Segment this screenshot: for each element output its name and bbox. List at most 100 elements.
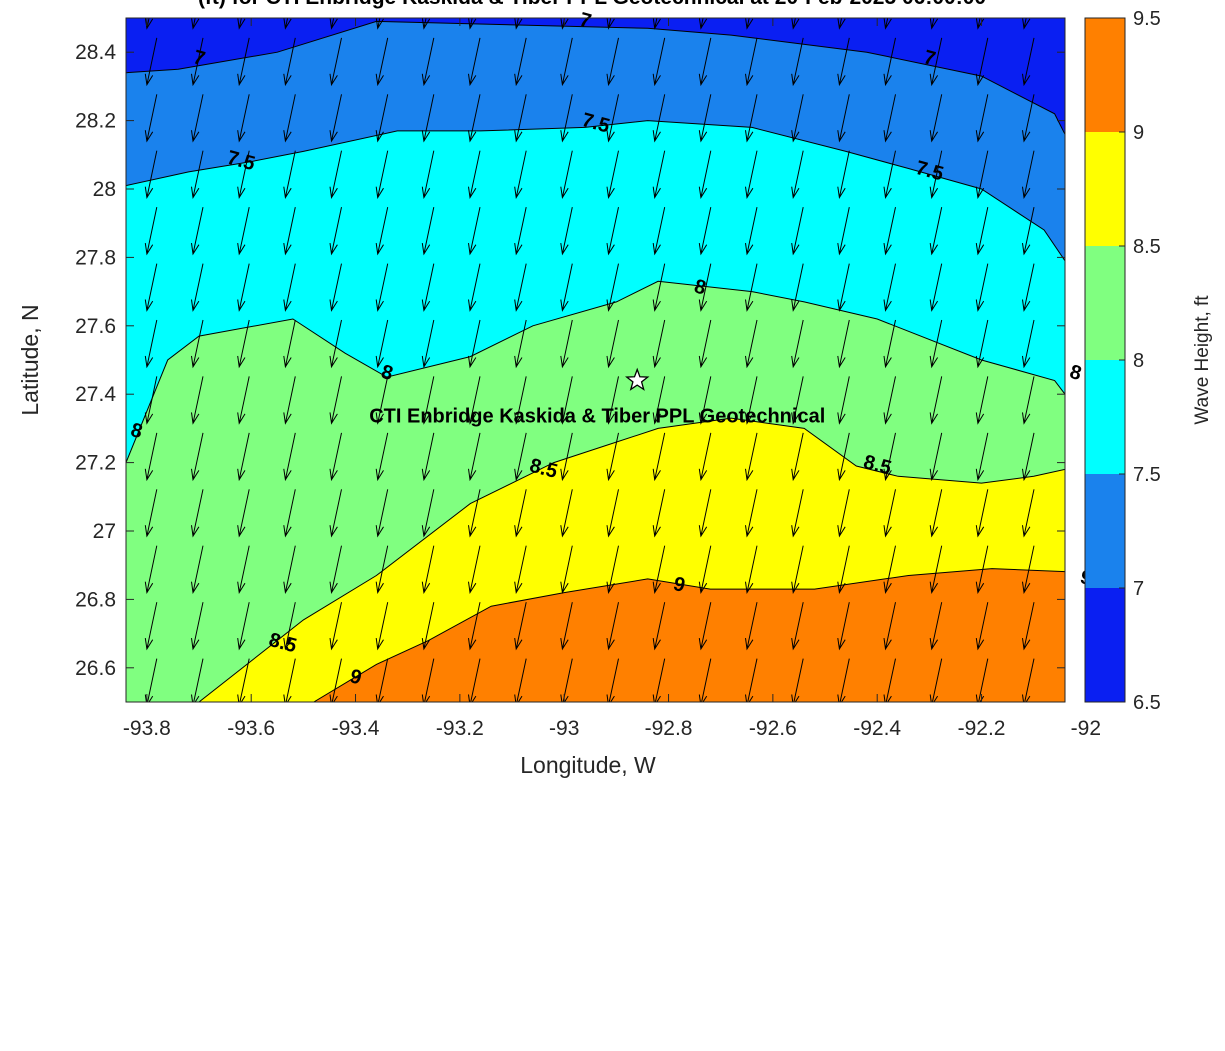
- wave-vector-arrow: [191, 319, 204, 369]
- wave-vector-arrow: [468, 545, 481, 595]
- wave-vector-arrow: [191, 263, 204, 312]
- wave-vector-arrow: [375, 94, 389, 143]
- wave-vector-arrow: [191, 658, 204, 702]
- y-tick-label: 28: [93, 178, 116, 201]
- wave-vector-arrow: [514, 376, 527, 425]
- colorbar-label: Wave Height, ft: [1192, 295, 1213, 425]
- wave-vector-arrow: [606, 94, 619, 143]
- colorbar-swatch: [1085, 360, 1125, 474]
- wave-vector-arrow: [791, 37, 804, 87]
- wave-vector-arrow: [975, 545, 989, 595]
- wave-vector-arrow: [237, 150, 250, 200]
- wave-vector-arrow: [421, 206, 435, 256]
- wave-vector-arrow: [560, 602, 573, 651]
- wave-vector-arrow: [421, 432, 435, 482]
- wave-vector-arrow: [514, 319, 527, 369]
- wave-vector-arrow: [375, 37, 389, 87]
- colorbar-tick-label: 9.5: [1133, 8, 1161, 30]
- wave-vector-arrow: [1069, 207, 1081, 254]
- y-axis: 26.6 26.8 27 27.2 27.4 27.6 27.8 28 28.2 28.4: [75, 41, 1065, 680]
- y-tick-label: 27.4: [75, 383, 116, 406]
- wave-vector-arrow: [1069, 94, 1081, 141]
- wave-vector-arrow: [1069, 38, 1081, 85]
- contour-line: [313, 568, 1065, 702]
- wave-vector-arrow: [421, 94, 435, 143]
- wave-vector-arrow: [652, 602, 666, 651]
- wave-vector-arrow: [514, 18, 523, 30]
- wave-vector-arrow: [1022, 376, 1035, 425]
- wave-vector-arrow: [514, 206, 527, 256]
- wave-vector-arrow: [606, 489, 619, 538]
- contour-level-label: 9: [671, 573, 687, 597]
- wave-vector-arrow: [375, 489, 389, 538]
- wave-vector-arrow: [283, 658, 296, 702]
- wave-vector-arrow: [791, 319, 804, 369]
- wave-vector-arrow: [468, 150, 481, 200]
- wave-vector-arrow: [375, 18, 384, 30]
- wave-vector-arrow: [606, 658, 619, 702]
- wave-vector-arrow: [514, 658, 527, 702]
- y-tick-label: 27.8: [75, 246, 116, 269]
- wave-vector-arrow: [791, 206, 804, 256]
- wave-vector-arrow: [929, 37, 943, 87]
- wave-vector-arrow: [329, 658, 342, 702]
- wave-vector-arrow: [283, 94, 296, 143]
- wave-vector-arrow: [421, 658, 435, 702]
- wave-vector-arrow: [698, 432, 712, 482]
- wave-vector-arrow: [283, 150, 296, 200]
- colorbar-tick-label: 8.5: [1133, 236, 1161, 258]
- wave-vector-arrow: [283, 263, 296, 312]
- wave-vector-arrow: [975, 37, 989, 87]
- wave-vector-arrow: [837, 432, 850, 482]
- wave-vector-arrow: [745, 150, 758, 200]
- wave-vector-arrow: [375, 150, 389, 200]
- wave-vector-arrow: [144, 545, 158, 595]
- wave-vector-arrow: [837, 489, 850, 538]
- contour-level-label: 9: [347, 665, 363, 689]
- wave-vector-arrow: [652, 37, 666, 87]
- y-tick-label: 27.2: [75, 452, 116, 475]
- contour-level-label: 7: [577, 9, 593, 33]
- wave-vector-arrow: [1022, 432, 1035, 482]
- wave-vector-arrow: [745, 263, 758, 312]
- wave-vector-arrow: [698, 18, 708, 30]
- wave-vector-arrow: [191, 545, 204, 595]
- wave-vector-arrow: [837, 18, 846, 30]
- wave-vector-arrow: [329, 94, 342, 143]
- wave-vector-arrow: [560, 94, 573, 143]
- wave-vector-arrow: [514, 150, 527, 200]
- colorbar-tick-label: 6.5: [1133, 692, 1161, 714]
- wave-vector-arrow: [1069, 320, 1081, 367]
- wave-vector-arrow: [698, 206, 712, 256]
- wave-vector-arrow: [191, 150, 204, 200]
- wave-vector-arrow: [144, 94, 158, 143]
- wave-vector-arrow: [144, 263, 158, 312]
- y-tick-label: 28.4: [75, 41, 116, 64]
- y-tick-label: 26.8: [75, 588, 116, 611]
- wave-vector-arrow: [745, 94, 758, 143]
- wave-vector-arrow: [745, 432, 758, 482]
- wave-vector-arrow: [329, 206, 342, 256]
- wave-vector-arrow: [883, 37, 896, 87]
- wave-vector-arrow: [745, 489, 758, 538]
- wave-vector-arrow: [329, 18, 338, 30]
- wave-vector-arrow: [283, 37, 296, 87]
- wave-vector-arrow: [329, 319, 342, 369]
- wave-vector-arrow: [652, 489, 666, 538]
- wave-vector-arrow: [606, 206, 619, 256]
- wave-vector-arrow: [883, 94, 896, 143]
- wave-vector-arrow: [1069, 659, 1081, 706]
- wave-vector-arrow: [421, 489, 435, 538]
- x-tick-label: -93: [549, 717, 579, 740]
- wave-vector-arrow: [929, 376, 943, 425]
- contour-level-label: 8: [1067, 361, 1083, 385]
- wave-vector-arrow: [468, 319, 481, 369]
- wave-vector-arrow: [975, 376, 989, 425]
- wave-vector-arrow: [191, 602, 204, 651]
- wave-vector-arrow: [883, 319, 896, 369]
- wave-vector-arrow: [560, 37, 573, 87]
- x-tick-label: -92.4: [853, 717, 901, 740]
- wave-vector-arrow: [560, 545, 573, 595]
- wave-vector-arrow: [698, 319, 712, 369]
